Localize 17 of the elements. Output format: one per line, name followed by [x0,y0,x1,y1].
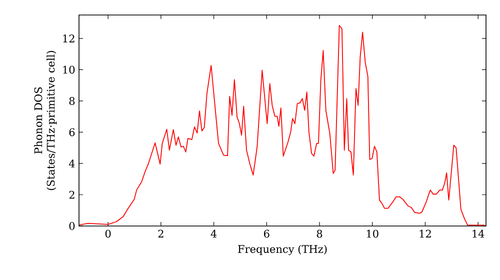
y-axis-title: Phonon DOS (States/THz·primitive cell) [34,50,57,190]
x-tick-label: 6 [264,230,270,238]
y-tick-label: 4 [68,160,75,168]
x-tick-label: 12 [420,230,431,238]
x-tick-label: 14 [472,230,484,238]
x-tick-label: 8 [316,230,322,238]
x-axis-title: Frequency (THz) [238,244,327,256]
y-tick-label: 12 [63,34,74,42]
x-tick-label: 2 [158,230,164,238]
y-tick-label: 10 [63,66,75,74]
y-tick-label: 6 [69,128,75,136]
y-tick-label: 0 [69,222,75,230]
x-tick-label: 10 [366,230,378,238]
x-tick-label: 4 [210,230,217,238]
y-tick-label: 8 [69,96,75,105]
y-tick-label: 2 [69,190,74,199]
x-tick-label: 0 [105,230,111,238]
